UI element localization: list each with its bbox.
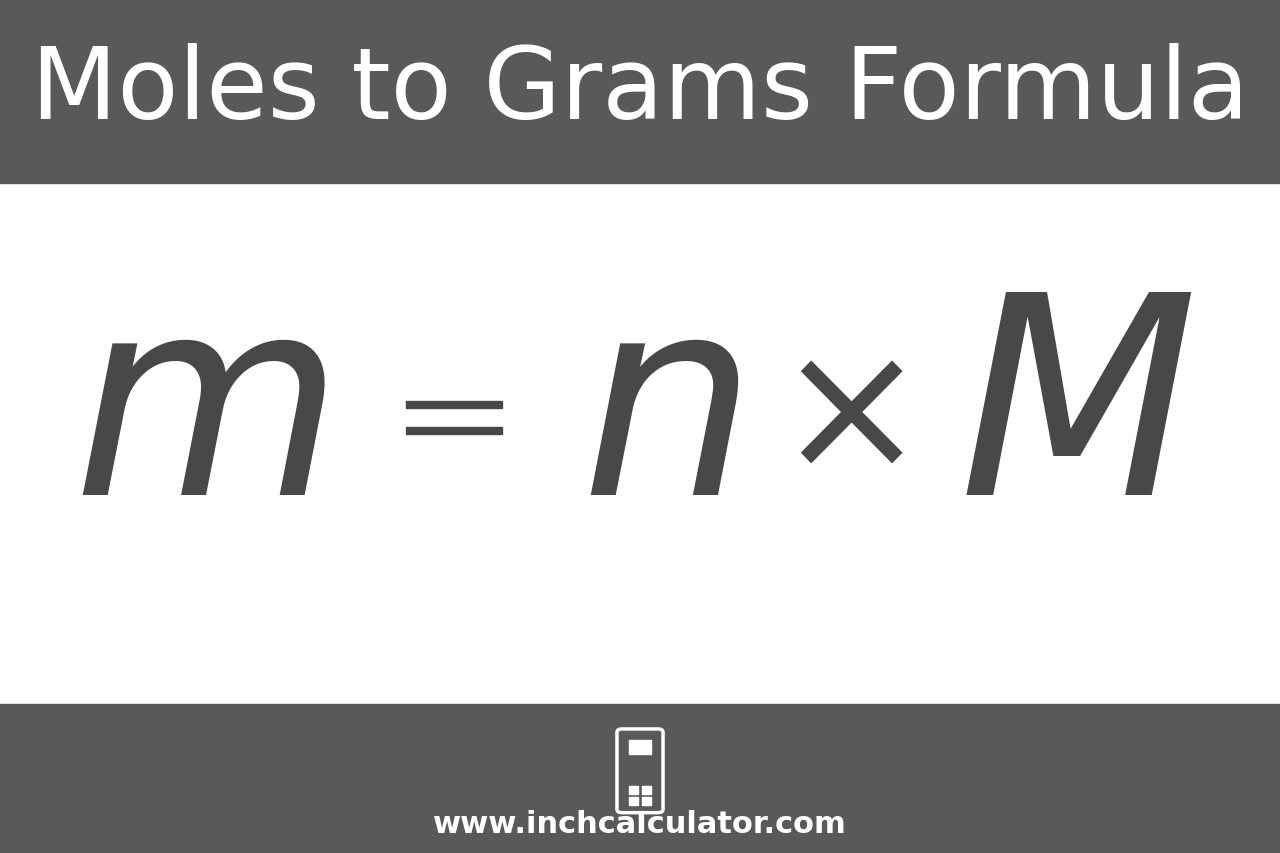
Text: www.inchcalculator.com: www.inchcalculator.com xyxy=(433,809,847,838)
Bar xyxy=(628,786,639,794)
Bar xyxy=(628,797,639,804)
Text: ×: × xyxy=(776,330,927,506)
Bar xyxy=(628,740,652,754)
Text: Moles to Grams Formula: Moles to Grams Formula xyxy=(31,44,1249,140)
Bar xyxy=(641,797,652,804)
Bar xyxy=(0,0,1280,183)
Text: $m$: $m$ xyxy=(72,283,325,553)
Bar xyxy=(0,704,1280,853)
Bar xyxy=(407,427,502,434)
FancyBboxPatch shape xyxy=(617,729,663,813)
Text: $n$: $n$ xyxy=(580,283,739,553)
Text: $M$: $M$ xyxy=(959,284,1192,552)
Bar xyxy=(641,786,652,794)
Bar xyxy=(407,402,502,409)
